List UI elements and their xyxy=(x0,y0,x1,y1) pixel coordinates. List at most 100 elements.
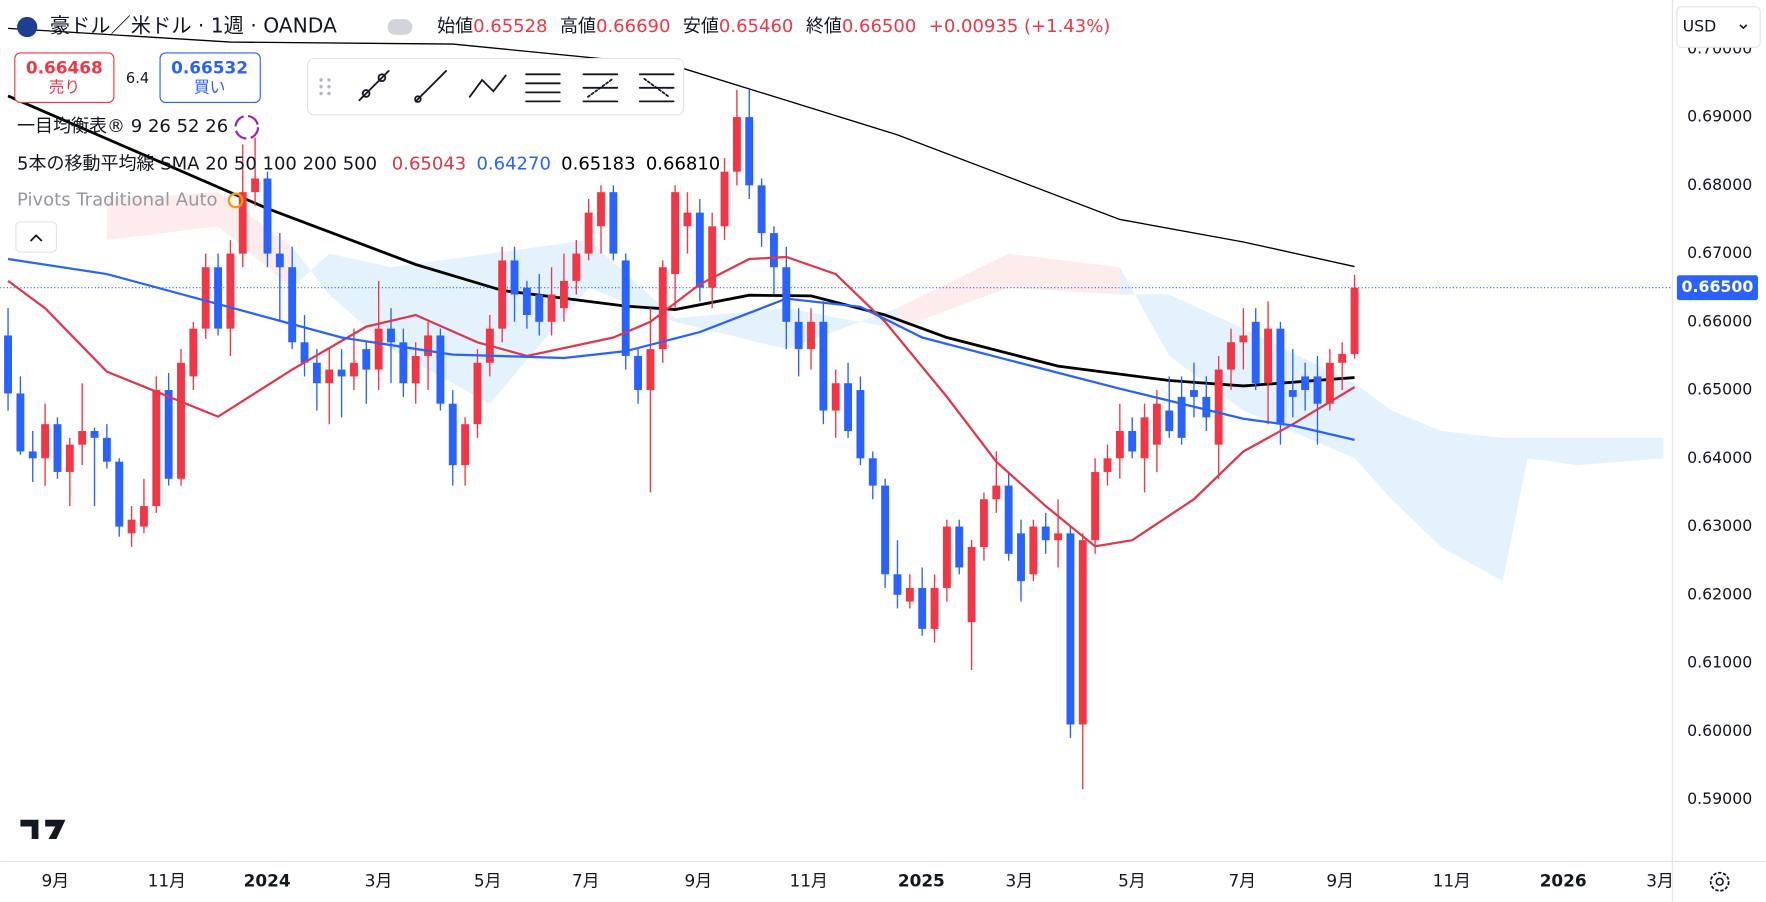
candle-body xyxy=(1029,526,1038,575)
candle-body xyxy=(28,451,37,459)
ichimoku-cloud xyxy=(1008,253,1120,295)
buy-label: 買い xyxy=(194,77,226,96)
ohlc-label: 安値 xyxy=(683,16,719,37)
x-tick-label: 2026 xyxy=(1540,871,1587,891)
spread: 6.4 xyxy=(126,70,149,87)
ohlc-value: 0.66690 xyxy=(596,16,670,37)
candle-body xyxy=(621,260,630,356)
candle-body xyxy=(1251,321,1260,384)
x-tick-label: 7月 xyxy=(572,871,600,891)
candle-body xyxy=(831,383,840,411)
candle-body xyxy=(325,369,334,384)
settings-button[interactable] xyxy=(1709,871,1730,892)
sma-value: 0.66810 xyxy=(646,153,720,174)
candle-body xyxy=(349,362,358,377)
candle-body xyxy=(893,574,902,595)
candle-body xyxy=(807,321,815,350)
sma-line xyxy=(7,255,1356,548)
x-tick-label: 9月 xyxy=(1326,871,1354,891)
sma-value: 0.64270 xyxy=(476,153,550,174)
ohlc-value: 0.66500 xyxy=(842,16,916,37)
candle-body xyxy=(658,267,667,350)
ohlc-value: 0.65460 xyxy=(719,16,793,37)
tool-regression[interactable] xyxy=(582,73,619,103)
candle-body xyxy=(942,526,951,588)
candle-body xyxy=(263,178,272,254)
candle-body xyxy=(65,444,74,472)
x-tick-label: 11月 xyxy=(1433,871,1471,891)
ichimoku-cloud xyxy=(292,246,330,295)
ichimoku-cloud xyxy=(1502,437,1528,582)
candle-body xyxy=(1313,376,1322,404)
candle-body xyxy=(634,355,643,391)
candle-body xyxy=(238,192,247,254)
y-tick-label: 0.60000 xyxy=(1687,721,1752,740)
candle-body xyxy=(53,424,62,472)
x-tick-label: 5月 xyxy=(474,871,502,891)
x-tick-label: 3月 xyxy=(365,871,393,891)
candle-body xyxy=(1103,458,1112,472)
sma-value: 0.65183 xyxy=(561,153,635,174)
y-tick-label: 0.68000 xyxy=(1687,175,1752,194)
ichimoku-cloud xyxy=(1354,383,1392,500)
y-tick-label: 0.69000 xyxy=(1687,107,1752,126)
candle-body xyxy=(312,362,321,384)
candle-body xyxy=(102,437,111,462)
currency-selector[interactable]: USD xyxy=(1676,6,1761,48)
candle-body xyxy=(337,369,346,377)
ichimoku-cloud xyxy=(106,192,219,240)
ichimoku-cloud xyxy=(675,308,787,350)
tool-polyline[interactable] xyxy=(468,74,507,98)
collapse-button[interactable] xyxy=(15,221,58,253)
candle-body xyxy=(535,294,544,322)
candle-body xyxy=(387,328,395,343)
tool-parallel-channel[interactable] xyxy=(525,73,561,103)
sma-period: 50 xyxy=(234,153,257,174)
candle-body xyxy=(139,506,148,527)
candle-body xyxy=(868,458,877,486)
candle-body xyxy=(1202,396,1211,418)
symbol: 豪ドル／米ドル · 1週 · OANDA xyxy=(50,14,337,38)
candle-body xyxy=(1091,471,1100,541)
candle-body xyxy=(436,335,445,404)
candle-body xyxy=(782,267,791,322)
sell-label: 売り xyxy=(49,77,80,96)
sma-period: 500 xyxy=(343,153,377,174)
tool-ray[interactable] xyxy=(414,70,447,103)
candle-body xyxy=(1190,390,1198,397)
ichimoku-cloud xyxy=(897,253,1009,329)
candle-body xyxy=(905,587,914,602)
candle-body xyxy=(1214,369,1223,445)
candle-body xyxy=(177,362,185,479)
ichimoku-cloud xyxy=(390,253,490,404)
candle-body xyxy=(1140,417,1149,459)
candle-body xyxy=(78,431,87,445)
candle-body xyxy=(16,393,25,452)
sell-button[interactable]: 0.66468 売り xyxy=(14,52,115,104)
candle-body xyxy=(510,260,519,295)
axes-layer: 0.59000 0.60000 0.61000 0.62000 0.63000 0.640… xyxy=(42,38,1758,891)
change: +0.00935 (+1.43%) xyxy=(929,16,1111,37)
tool-trend-line[interactable] xyxy=(358,70,390,102)
buy-button[interactable]: 0.66532 買い xyxy=(159,52,261,104)
candle-body xyxy=(745,117,754,186)
ichimoku-cloud xyxy=(588,239,676,322)
candle-body xyxy=(201,267,210,329)
x-tick-label: 3月 xyxy=(1005,871,1033,891)
sma-legend: 5本の移動平均線 SMA 20 50 100 200 500 0.65043 0… xyxy=(17,153,720,174)
candle-body xyxy=(1276,328,1285,425)
candle-body xyxy=(609,192,618,254)
pivots-legend: Pivots Traditional Auto xyxy=(17,189,218,210)
candle-body xyxy=(251,178,260,193)
tool-fib[interactable] xyxy=(638,73,675,103)
candle-body xyxy=(856,390,865,459)
candle-body xyxy=(770,233,778,268)
x-tick-label: 11月 xyxy=(148,871,186,891)
candle-body xyxy=(683,212,692,227)
refresh-icon[interactable] xyxy=(234,114,260,140)
candle-body xyxy=(671,192,680,275)
candle-body xyxy=(448,403,457,466)
y-tick-label: 0.59000 xyxy=(1687,789,1752,808)
